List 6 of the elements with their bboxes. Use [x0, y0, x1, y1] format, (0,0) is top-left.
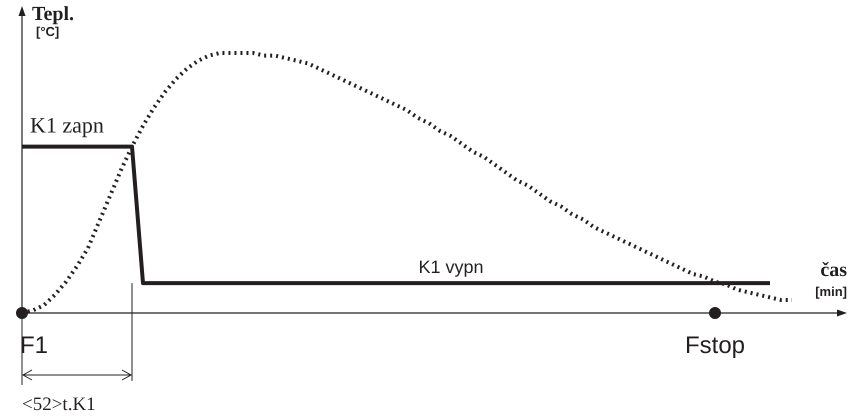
annotation: K1 zapn — [30, 112, 104, 138]
annotation: K1 vypn — [418, 257, 484, 278]
y-axis-title: Tepl. [°C] — [32, 3, 74, 39]
x-axis-title: čas [min] — [815, 259, 848, 299]
annotation: Fstop — [684, 332, 746, 359]
text: <52>t.K1 — [22, 394, 96, 415]
